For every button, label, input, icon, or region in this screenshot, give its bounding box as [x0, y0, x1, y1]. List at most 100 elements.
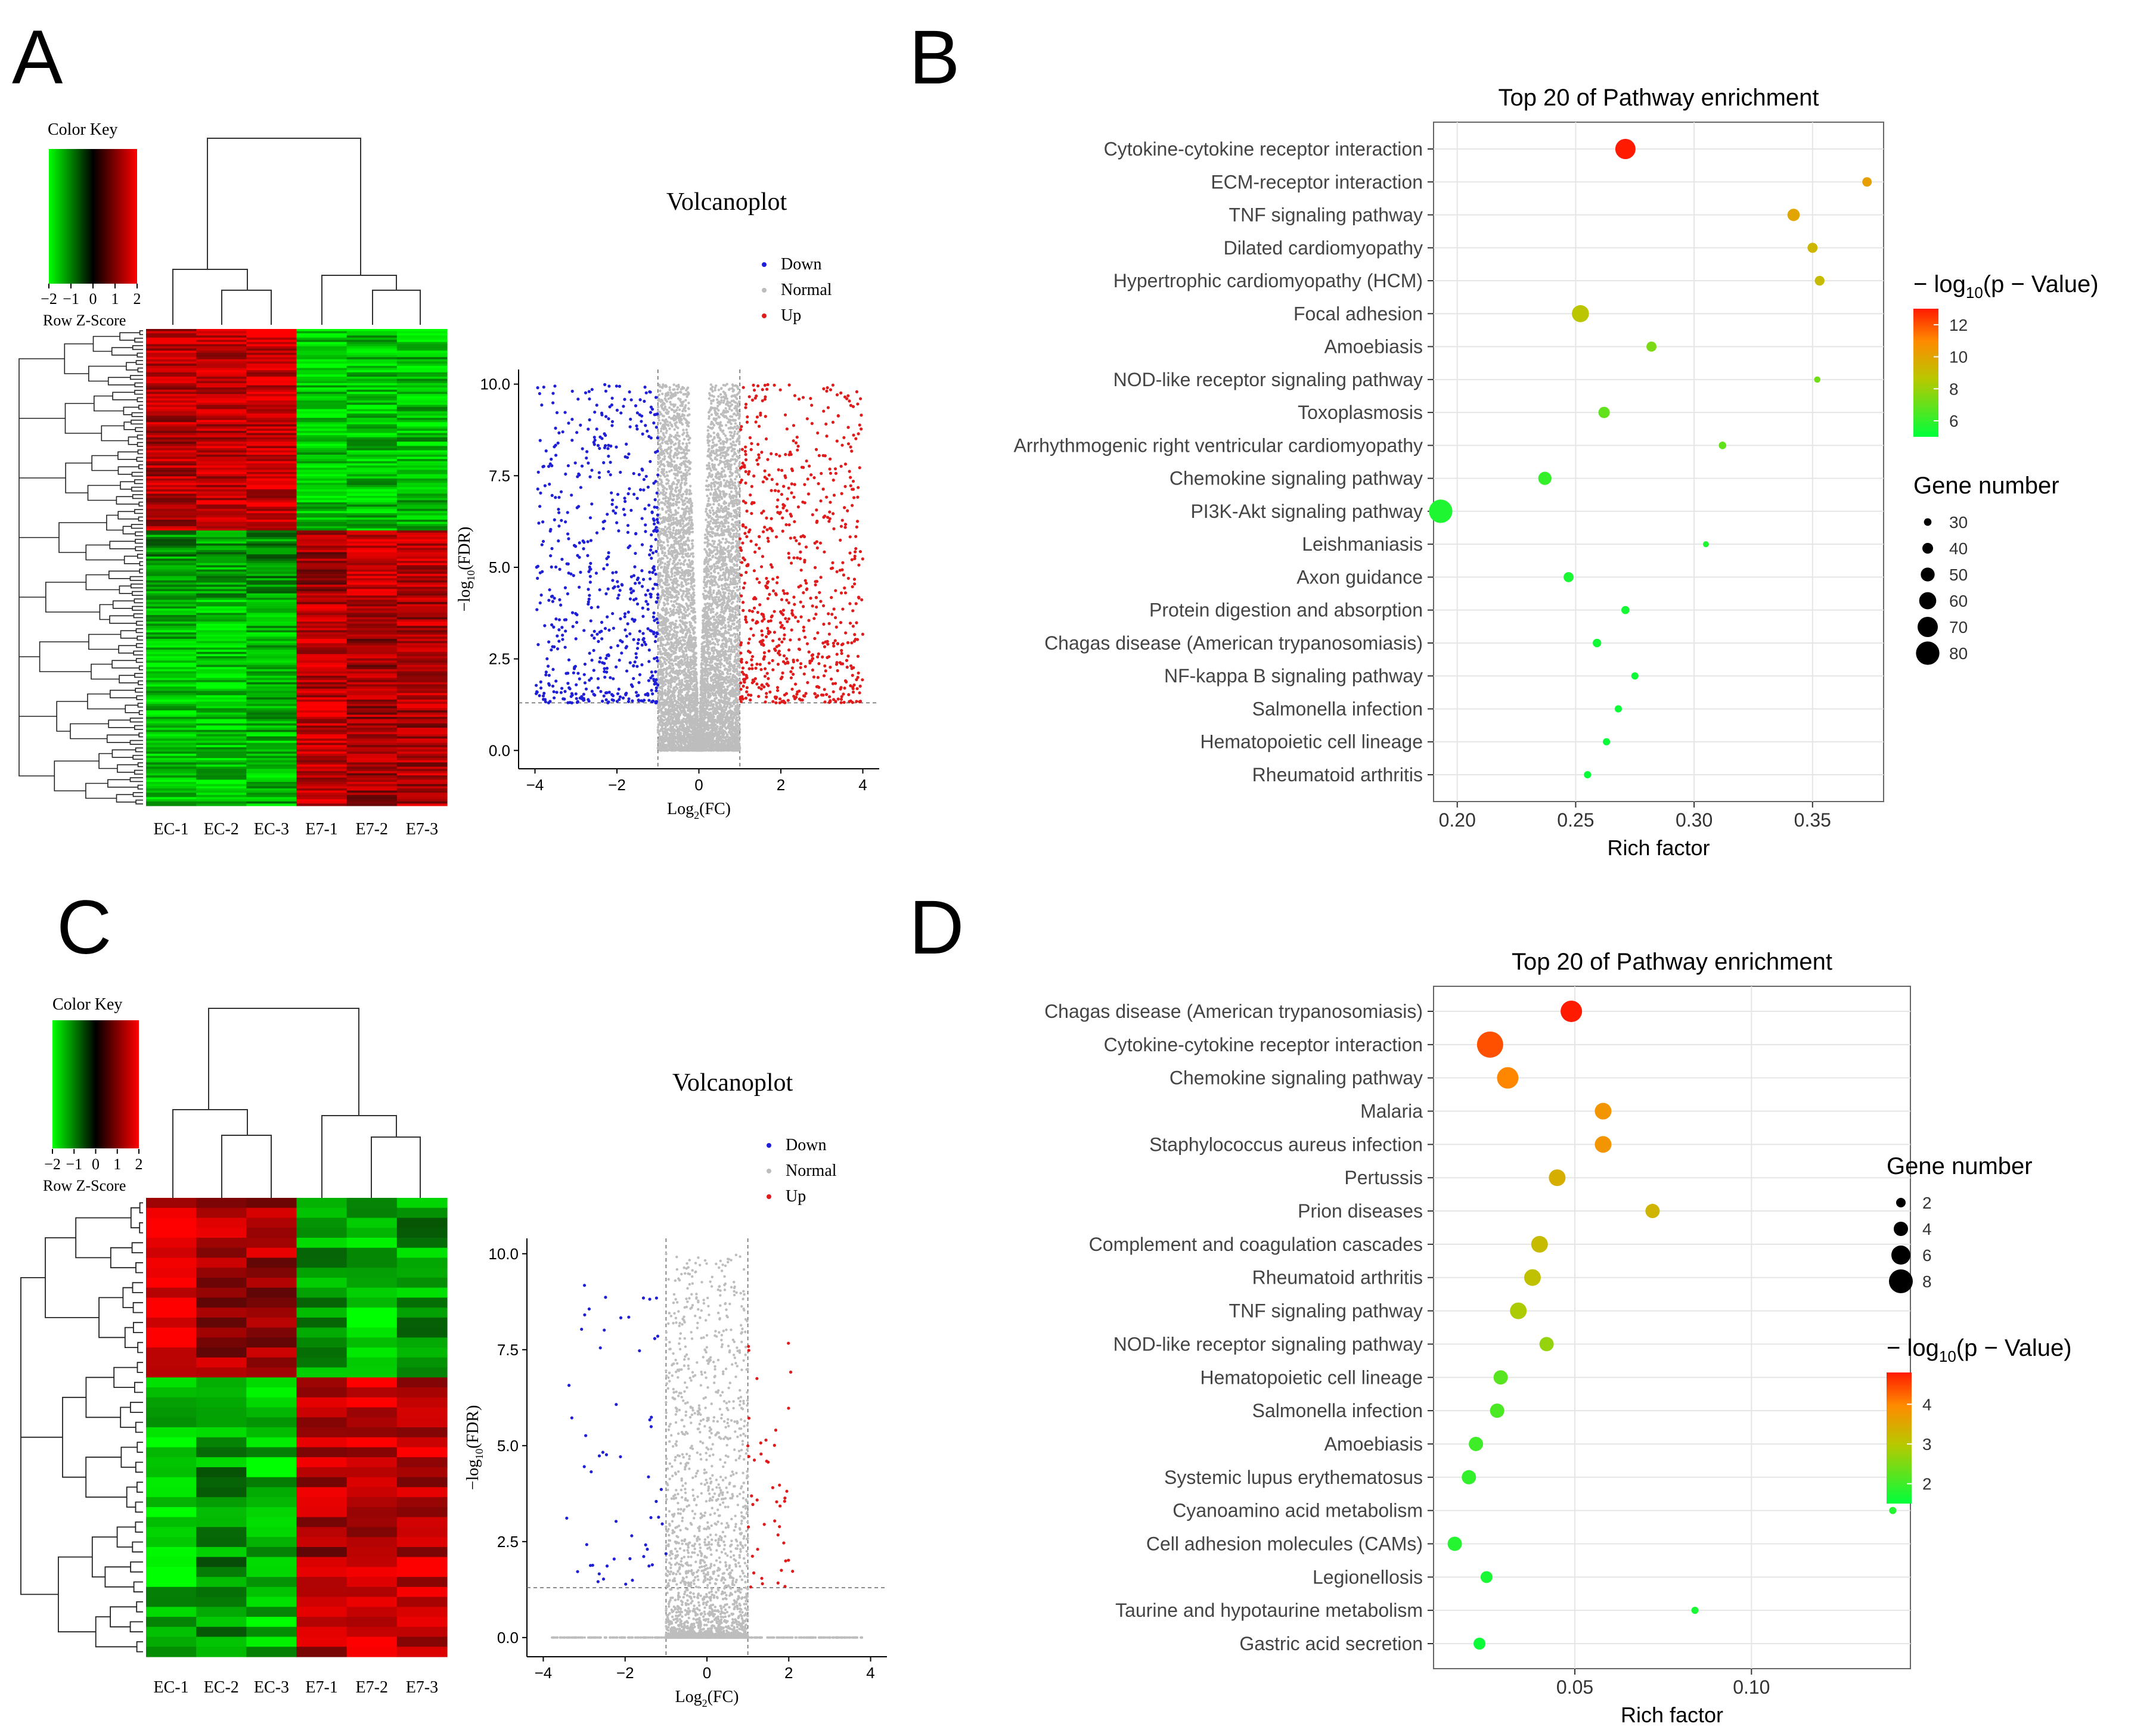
normal-point	[711, 603, 714, 605]
heatmap-cell	[146, 344, 197, 347]
heatmap-cell	[196, 771, 247, 774]
heatmap-cell	[346, 350, 398, 353]
normal-point	[691, 555, 695, 558]
normal-point	[690, 606, 693, 609]
heatmap-cell	[246, 364, 297, 367]
heatmap-cell	[296, 632, 348, 635]
heatmap-cell	[396, 780, 448, 782]
heatmap-cell	[296, 667, 348, 670]
heatmap-cell	[296, 402, 348, 405]
heatmap-cell	[346, 493, 398, 496]
heatmap-cell	[396, 329, 448, 332]
heatmap-cell	[396, 537, 448, 540]
heatmap-cell	[346, 780, 398, 782]
heatmap-cell	[396, 715, 448, 718]
heatmap-cell	[246, 500, 297, 503]
heatmap-cell	[246, 641, 297, 644]
heatmap-cell	[296, 582, 348, 585]
heatmap-cell	[396, 790, 448, 793]
heatmap-cell	[196, 459, 247, 462]
heatmap-cell	[346, 777, 398, 780]
normal-point	[687, 507, 690, 510]
heatmap-cell	[246, 474, 297, 477]
heatmap-cell	[396, 567, 448, 570]
heatmap-cell	[196, 364, 247, 367]
heatmap-cell	[296, 545, 348, 548]
normal-point	[709, 493, 712, 496]
heatmap-cell	[246, 751, 297, 754]
heatmap-cell	[246, 442, 297, 445]
heatmap-cell	[246, 647, 297, 650]
heatmap-cell	[146, 428, 197, 431]
heatmap-cell	[396, 573, 448, 577]
row-dendrogram-branches	[18, 330, 143, 805]
heatmap-cell	[146, 530, 197, 533]
heatmap-cell	[346, 378, 398, 381]
normal-point	[677, 676, 680, 680]
heatmap-cell	[246, 409, 297, 412]
heatmap-cell	[196, 630, 247, 633]
heatmap-cell	[396, 576, 448, 579]
heatmap-cell	[296, 654, 348, 657]
heatmap-cell	[296, 443, 348, 446]
heatmap-cell	[196, 619, 247, 622]
heatmap-cell	[396, 430, 448, 434]
heatmap-cell	[146, 692, 197, 696]
heatmap-cell	[196, 443, 247, 446]
heatmap-cell	[296, 673, 348, 676]
heatmap-cell	[396, 413, 448, 417]
heatmap-cell	[296, 747, 348, 750]
heatmap-cell	[296, 420, 348, 423]
heatmap-cell	[396, 626, 448, 629]
heatmap-cell	[196, 406, 247, 410]
heatmap-cell	[196, 539, 247, 542]
heatmap-cell	[346, 736, 398, 739]
volcano-title: Volcanoplot	[666, 188, 787, 216]
heatmap-cell	[346, 687, 398, 690]
heatmap-cell	[296, 729, 348, 732]
heatmap-cell	[396, 424, 448, 427]
heatmap-cell	[196, 415, 247, 418]
heatmap-cell	[246, 671, 297, 674]
heatmap-cell	[346, 643, 398, 646]
heatmap-cell	[296, 450, 348, 453]
heatmap-cell	[196, 456, 247, 459]
heatmap-cell	[146, 632, 197, 635]
heatmap-cell	[196, 747, 247, 750]
heatmap-cell	[196, 589, 247, 592]
heatmap-cell	[146, 764, 197, 768]
heatmap-cell	[246, 775, 297, 778]
heatmap-cell	[146, 437, 197, 440]
heatmap-cell	[246, 595, 297, 598]
normal-point	[705, 510, 708, 513]
normal-point	[666, 420, 669, 423]
normal-point	[726, 546, 730, 549]
normal-point	[708, 642, 711, 645]
heatmap-cell	[246, 743, 297, 746]
normal-point	[714, 643, 716, 646]
heatmap-cell	[296, 751, 348, 754]
normal-point	[677, 493, 680, 496]
heatmap-cell	[346, 775, 398, 778]
heatmap-cell	[196, 346, 247, 349]
heatmap-cell	[196, 361, 247, 364]
heatmap-cell	[196, 344, 247, 347]
heatmap-cell	[346, 782, 398, 785]
normal-point	[732, 412, 736, 416]
heatmap-cell	[296, 606, 348, 609]
heatmap-cell	[146, 721, 197, 724]
normal-point	[669, 666, 672, 670]
heatmap-cell	[396, 688, 448, 691]
heatmap-cell	[346, 335, 398, 338]
heatmap-cell	[246, 597, 297, 601]
normal-point	[687, 582, 690, 585]
heatmap-cell	[296, 532, 348, 536]
heatmap-cell	[196, 437, 247, 440]
heatmap-cell	[396, 692, 448, 696]
color-key-tick-label: 1	[111, 290, 119, 308]
heatmap-cell	[196, 548, 247, 551]
heatmap-cell	[196, 663, 247, 666]
heatmap-cell	[146, 589, 197, 592]
heatmap-cell	[146, 396, 197, 399]
normal-point	[668, 586, 672, 589]
